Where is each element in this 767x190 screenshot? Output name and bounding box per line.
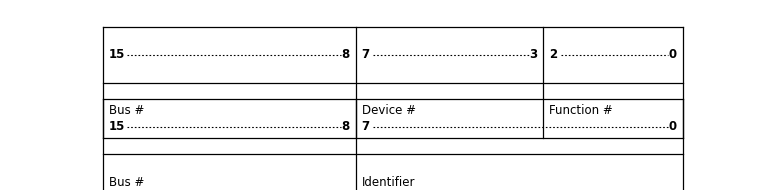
Text: 8: 8 bbox=[341, 120, 350, 133]
Text: 8: 8 bbox=[341, 48, 350, 62]
Text: 3: 3 bbox=[528, 48, 537, 62]
Text: 0: 0 bbox=[669, 48, 676, 62]
Text: 7: 7 bbox=[361, 120, 370, 133]
Text: Identifier: Identifier bbox=[361, 176, 415, 189]
Text: Device #: Device # bbox=[361, 104, 416, 117]
Text: 15: 15 bbox=[109, 120, 125, 133]
Text: 2: 2 bbox=[549, 48, 557, 62]
Text: Bus #: Bus # bbox=[109, 104, 144, 117]
Text: Bus #: Bus # bbox=[109, 176, 144, 189]
Text: Function #: Function # bbox=[549, 104, 613, 117]
Text: 15: 15 bbox=[109, 48, 125, 62]
Text: 0: 0 bbox=[669, 120, 676, 133]
Text: 7: 7 bbox=[361, 48, 370, 62]
